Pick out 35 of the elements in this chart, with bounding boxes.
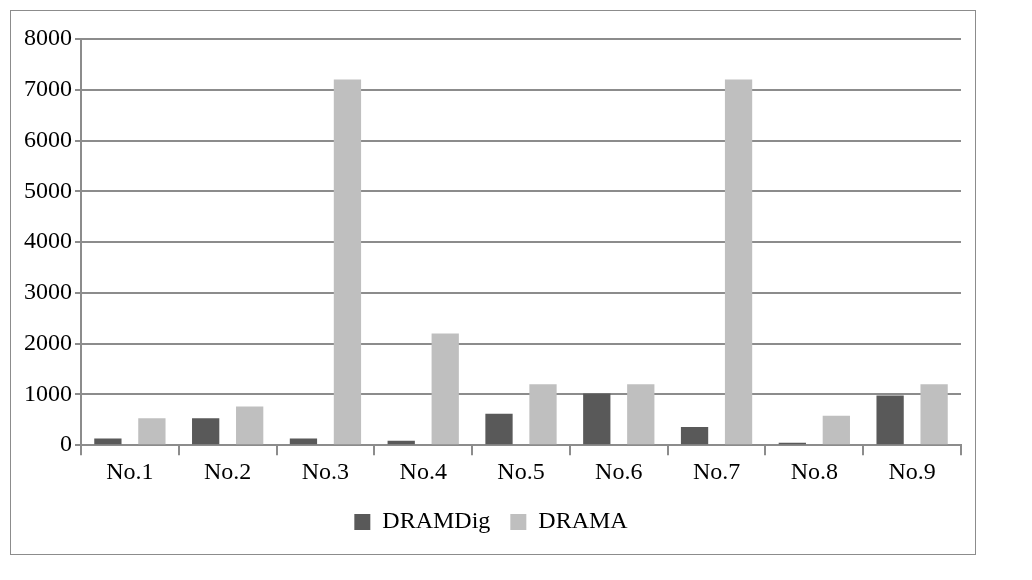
y-tick-label: 7000: [24, 75, 72, 102]
bar: [485, 413, 513, 445]
x-tick-label: No.1: [106, 457, 154, 484]
x-tick-label: No.6: [595, 457, 643, 484]
bar: [822, 415, 850, 445]
x-tick-label: No.5: [497, 457, 545, 484]
y-tick-label: 4000: [24, 227, 72, 254]
y-tick-label: 0: [60, 430, 72, 457]
x-tick-label: No.4: [399, 457, 447, 484]
bar: [431, 333, 459, 445]
x-tick-label: No.9: [888, 457, 936, 484]
bar: [236, 406, 264, 445]
x-tick-label: No.2: [203, 457, 252, 484]
legend-label: DRAMA: [538, 507, 629, 534]
bar: [627, 384, 655, 445]
bar: [192, 418, 220, 445]
bar: [876, 395, 904, 445]
y-tick-label: 8000: [24, 24, 72, 51]
bar: [920, 384, 948, 445]
x-tick-label: No.3: [301, 457, 350, 484]
bar: [583, 393, 611, 445]
y-tick-label: 2000: [24, 328, 72, 355]
bar: [333, 79, 362, 445]
bar: [724, 79, 753, 445]
y-tick-label: 6000: [24, 125, 72, 152]
bar: [138, 418, 166, 445]
x-tick-label: No.8: [790, 457, 839, 484]
y-tick-label: 1000: [24, 379, 72, 406]
x-tick-label: No.7: [692, 457, 741, 484]
bar: [94, 438, 122, 445]
bar: [680, 426, 709, 445]
legend-label: DRAMDig: [382, 507, 491, 534]
y-tick-label: 5000: [24, 176, 72, 203]
y-tick-label: 3000: [24, 278, 72, 305]
bar: [529, 384, 557, 445]
